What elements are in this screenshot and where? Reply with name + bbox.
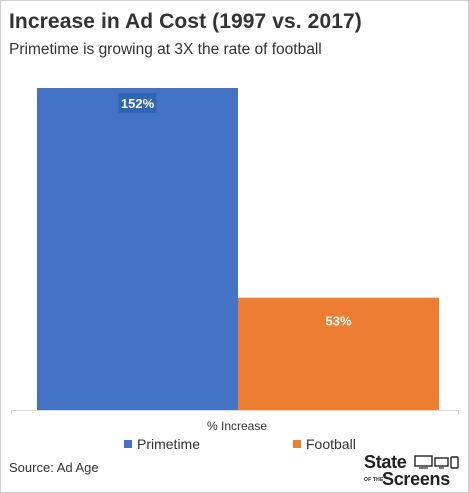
devices-icon [414,455,459,469]
x-axis-label: % Increase [207,419,267,433]
legend-swatch-primetime [124,440,132,448]
legend-item-primetime: Primetime [124,436,200,452]
state-of-the-screens-logo: State OF THE Screens [362,452,462,490]
tv-icon [414,455,433,469]
legend-item-football: Football [293,436,356,452]
chart-subtitle: Primetime is growing at 3X the rate of f… [9,41,322,58]
bar-chart: 152% 53% % Increase [11,88,459,433]
data-label-football: 53% [325,314,351,329]
logo-word-state: State [364,452,407,472]
data-label-background-primetime [118,93,157,113]
monitor-icon [434,457,449,469]
logo-word-of-the: OF THE [364,477,384,483]
chart-title: Increase in Ad Cost (1997 vs. 2017) [9,10,362,33]
data-label-primetime: 152% [121,96,155,111]
logo-word-screens: Screens [382,469,450,489]
legend-label-football: Football [306,436,356,452]
bar-football [238,297,439,410]
phone-icon [450,456,459,469]
legend-label-primetime: Primetime [137,436,201,452]
bar-primetime [37,88,238,410]
source-note: Source: Ad Age [9,460,99,475]
legend-swatch-football [293,440,301,448]
